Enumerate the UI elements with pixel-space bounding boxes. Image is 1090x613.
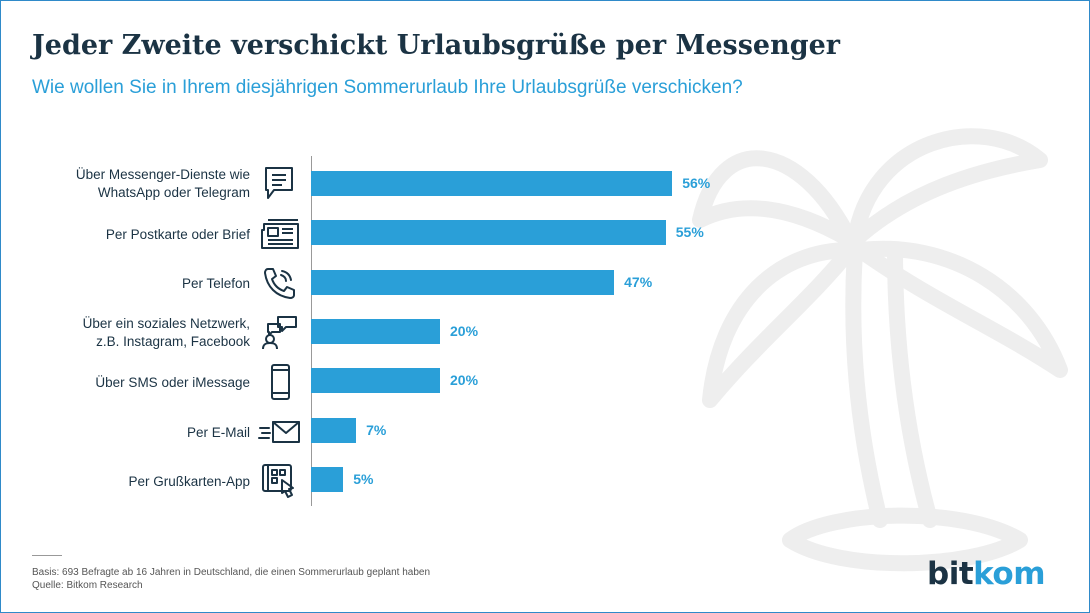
chat-bubble-icon	[265, 167, 293, 199]
value-label: 20%	[450, 372, 479, 389]
value-label: 20%	[450, 322, 479, 339]
value-label: 7%	[366, 421, 387, 438]
email-icon	[258, 421, 300, 443]
chart-subtitle: Wie wollen Sie in Ihrem diesjährigen Som…	[32, 77, 743, 98]
bar-social-network	[311, 318, 440, 344]
category-label: Per Telefon	[181, 276, 250, 291]
bitkom-logo: bitkom	[927, 556, 1046, 592]
value-label: 55%	[675, 224, 704, 241]
value-label: 5%	[353, 470, 374, 487]
chart-title: Jeder Zweite verschickt Urlaubsgrüße per…	[32, 30, 841, 61]
bar-sms	[311, 368, 440, 394]
greeting-card-app-icon	[262, 464, 294, 498]
value-label: 47%	[624, 273, 653, 290]
category-label: Per Grußkarten-App	[128, 474, 250, 489]
bar-phone	[311, 269, 615, 295]
value-label: 56%	[682, 175, 711, 191]
bar-postcard	[311, 220, 666, 246]
category-label: Per E-Mail	[186, 425, 250, 440]
category-label: Über SMS oder iMessage	[95, 375, 250, 390]
palm-tree-watermark	[692, 128, 1068, 572]
bar-email	[311, 417, 357, 443]
bar-greeting-app	[311, 466, 344, 492]
footer-source: Quelle: Bitkom Research	[32, 580, 143, 591]
bar-messenger	[311, 171, 673, 196]
category-label: Per Postkarte oder Brief	[105, 227, 250, 242]
smartphone-icon	[271, 364, 290, 400]
newspaper-icon	[261, 219, 299, 249]
category-label: Über Messenger-Dienste wie WhatsApp oder …	[75, 167, 250, 200]
footer-separator	[32, 555, 62, 556]
social-network-icon	[262, 316, 297, 350]
phone-icon	[264, 268, 295, 299]
footer-basis: Basis: 693 Befragte ab 16 Jahren in Deut…	[32, 567, 431, 578]
category-label: Über ein soziales Netzwerk, z.B. Instagra…	[82, 316, 250, 349]
